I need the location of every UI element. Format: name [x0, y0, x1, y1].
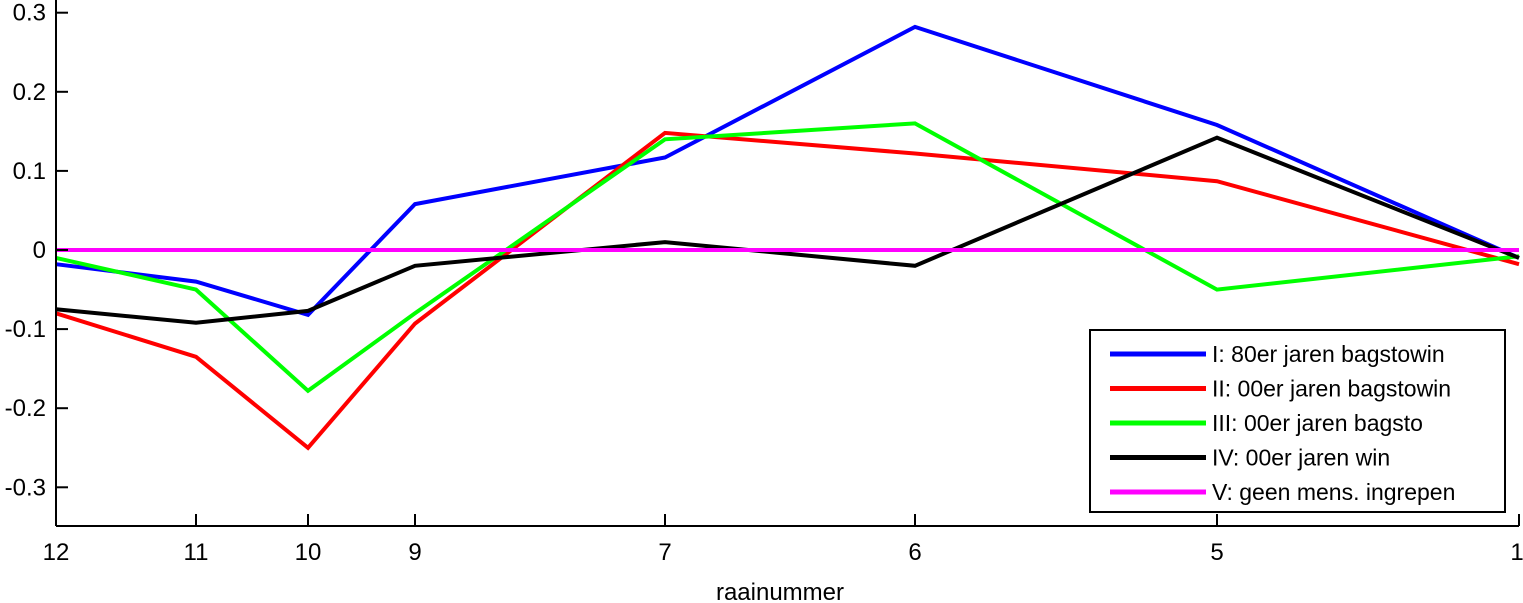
x-tick-label: 5 — [1210, 539, 1223, 566]
x-tick-label: 12 — [43, 539, 70, 566]
x-tick-label: 10 — [295, 539, 322, 566]
plot-area — [55, 24, 1520, 451]
y-tick-label: 0.2 — [13, 79, 46, 106]
x-tick-label: 11 — [184, 539, 209, 566]
series-line-1 — [55, 24, 1520, 318]
legend-label: V: geen mens. ingrepen — [1212, 479, 1455, 505]
x-tick-label: 1 — [1510, 539, 1523, 566]
series-line-3 — [55, 121, 1520, 394]
y-tick-label: -0.2 — [5, 395, 46, 422]
y-tick-label: -0.1 — [5, 316, 46, 343]
legend: I: 80er jaren bagstowin II: 00er jaren ba… — [1089, 329, 1506, 513]
y-tick-label: 0.1 — [13, 158, 46, 185]
legend-label: II: 00er jaren bagstowin — [1212, 376, 1451, 402]
y-tick-label: 0.3 — [13, 0, 46, 27]
x-tick-label: 9 — [408, 539, 421, 566]
y-tick-label: -0.3 — [5, 474, 46, 501]
x-tick-label: 6 — [908, 539, 921, 566]
legend-label: I: 80er jaren bagstowin — [1212, 341, 1445, 367]
legend-label: III: 00er jaren bagsto — [1212, 410, 1423, 436]
y-tick-label: 0 — [33, 237, 46, 264]
x-axis-title: raainummer — [716, 579, 844, 603]
legend-label: IV: 00er jaren win — [1212, 445, 1390, 471]
x-tick-label: 7 — [658, 539, 671, 566]
axes: 0.3 0.2 0.1 0 -0.1 -0.2 -0.3 12 11 10 9 7 6 5 1 raainum… — [5, 0, 1523, 603]
series-line-4 — [55, 135, 1520, 325]
